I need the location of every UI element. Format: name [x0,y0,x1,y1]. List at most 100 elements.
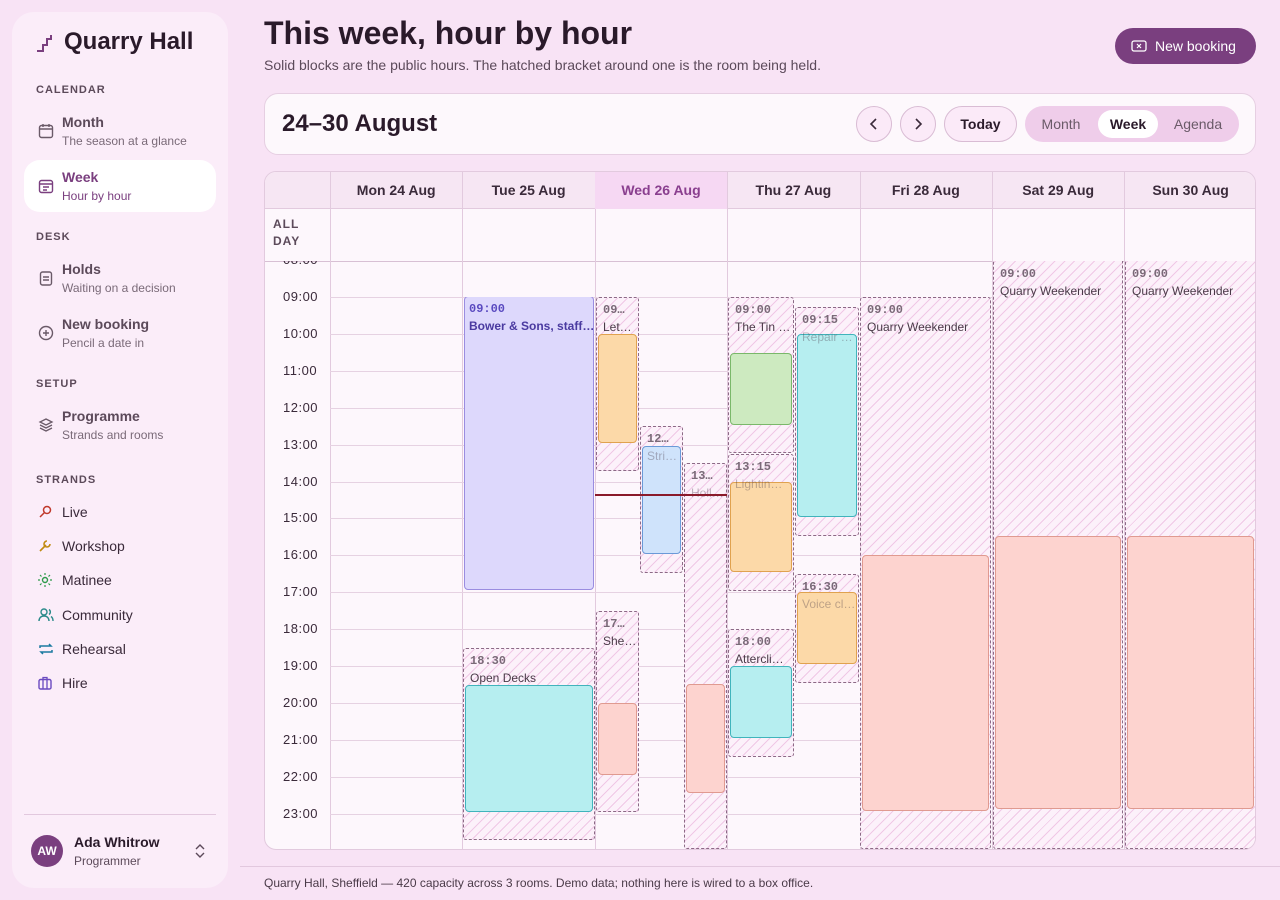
hour-line [330,813,1255,815]
chevron[interactable] [194,843,206,859]
hour-label: 12:00 [283,399,319,415]
divider [240,866,1280,867]
view-option-active[interactable]: Week [1098,110,1158,138]
event[interactable]: 09:00 Quarry Weekender [1125,261,1255,849]
column-border [1124,172,1126,849]
event[interactable]: 13… Holl… [684,463,727,849]
icon [1131,40,1147,52]
section-heading: DESK [36,231,71,243]
event[interactable]: 17… She… [596,611,639,812]
day-header[interactable]: Mon 24 Aug [356,182,436,198]
event-title: Stri… [647,449,677,463]
view-option[interactable]: Month [1041,116,1081,132]
avatar: AW [31,835,63,867]
event-time: 09:00 [469,302,506,316]
day-header[interactable]: Sat 29 Aug [1022,182,1095,198]
icon [38,179,54,194]
day-header[interactable]: Thu 27 Aug [755,182,832,198]
today-button[interactable]: Today [944,106,1017,142]
event-time: 16:30 [802,580,839,594]
event[interactable]: 16:30 Voice cl… [795,574,859,683]
next-button[interactable] [900,106,936,142]
event[interactable]: 09:00 Bower & Sons, staff… [463,297,595,591]
event-time: 09:00 [867,303,904,317]
event-time: 09:00 [1132,267,1169,281]
icon [38,676,52,690]
column-border [594,172,596,849]
column-border [727,172,729,849]
public-hours [465,685,593,812]
event-title: Let… [603,320,632,334]
event-title: Quarry Weekender [1132,284,1234,298]
public-hours [464,297,594,590]
nav-sub: The season at a glance [62,134,187,148]
page-title: This week, hour by hour [264,15,633,51]
hour-line [330,776,1255,778]
week-grid: ALL DAY Mon 24 Aug Tue 25 Aug Wed 26 Aug Thu… [264,171,1256,850]
event[interactable]: 09… Let… [596,297,639,471]
new-booking-button[interactable]: New booking [1115,28,1256,64]
public-hours [598,703,637,775]
strand[interactable]: Workshop [62,538,125,554]
nav-label[interactable]: New booking [62,316,150,332]
nav-sub: Waiting on a decision [62,281,176,295]
user-name[interactable]: Ada Whitrow [74,834,160,850]
all-day-label: ALL DAY [273,217,301,248]
nav-label[interactable]: Week [62,169,99,185]
strand[interactable]: Community [62,607,133,623]
event-title: Attercli… [735,652,784,666]
icon [38,573,52,587]
event-time: 13:15 [735,460,772,474]
event-time: 12… [647,432,669,446]
day-header[interactable]: Tue 25 Aug [491,182,566,198]
event-title: Bower & Sons, staff… [469,319,593,333]
view-option[interactable]: Agenda [1173,116,1223,132]
hour-label: 18:00 [283,621,319,637]
hour-label: 20:00 [283,694,319,710]
footer: Quarry Hall, Sheffield — 420 capacity ac… [264,876,814,890]
event-time: 09:00 [1000,267,1037,281]
strand[interactable]: Rehearsal [62,641,126,657]
hour-label: 10:00 [283,325,319,341]
icon [39,540,51,552]
event[interactable]: 09:15 Repair … [795,307,859,536]
event[interactable]: 13:15 Lightin… [728,454,794,591]
column-border [462,172,464,849]
page-subtitle: Solid blocks are the public hours. The h… [264,57,821,73]
icon [39,271,53,286]
section-heading: CALENDAR [36,84,106,96]
day-header[interactable]: Sun 30 Aug [1152,182,1229,198]
event-title: Quarry Weekender [867,320,969,334]
time-grid: 08:00 09:00 10:00 11:00 12:00 13:00 14:00 15:00… [265,261,1255,849]
public-hours [730,666,792,738]
event-time: 13… [691,469,713,483]
hour-label: 15:00 [283,510,319,526]
nav-label[interactable]: Month [62,114,104,130]
event[interactable]: 18:00 Attercli… [728,629,794,757]
strand[interactable]: Live [62,504,88,520]
public-hours [730,353,792,425]
icon [39,505,52,518]
event-time: 18:00 [735,635,772,649]
strand[interactable]: Matinee [62,572,112,588]
day-header[interactable]: Wed 26 Aug [594,172,728,209]
prev-button[interactable] [856,106,892,142]
day-header[interactable]: Fri 28 Aug [891,182,960,198]
event[interactable]: 09:00 Quarry Weekender [993,261,1123,849]
section-heading: SETUP [36,378,78,390]
hour-label: 22:00 [283,768,319,784]
nav-label[interactable]: Holds [62,261,101,277]
event[interactable]: 09:00 Quarry Weekender [860,297,991,849]
event[interactable]: 12… Stri… [640,426,683,573]
nav-sub: Pencil a date in [62,336,145,350]
strand[interactable]: Hire [62,675,88,691]
nav-label[interactable]: Programme [62,408,140,424]
event[interactable]: 18:30 Open Decks [463,648,595,840]
event-title: Repair … [802,330,853,344]
event[interactable]: 09:00 The Tin … [728,297,794,453]
public-hours [686,684,725,793]
nav-active[interactable] [24,160,216,212]
brand: Quarry Hall [64,28,194,55]
